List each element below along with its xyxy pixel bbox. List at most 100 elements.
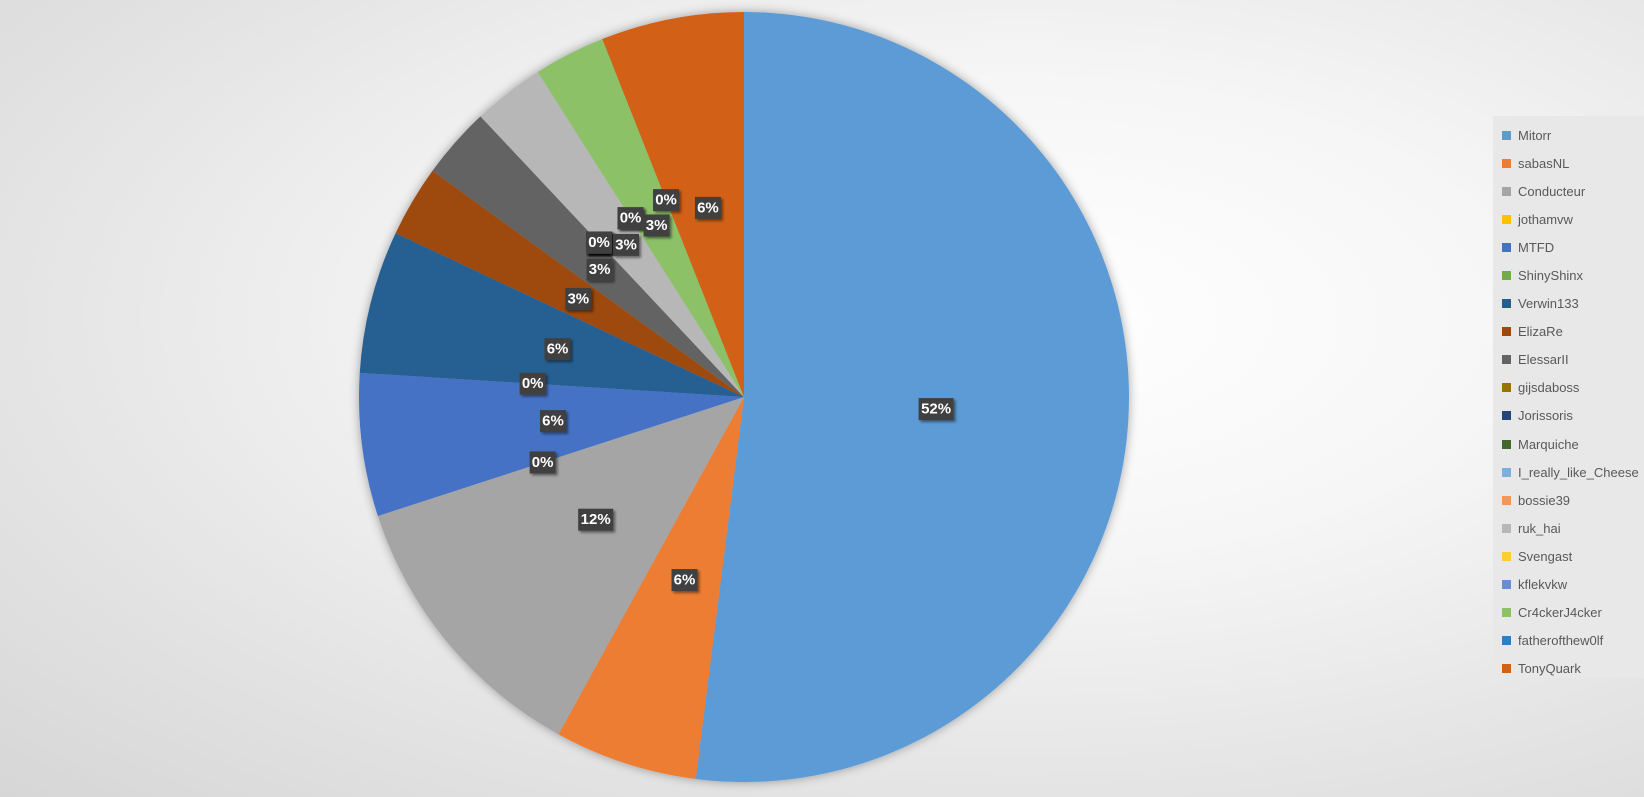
legend-swatch (1502, 214, 1511, 224)
data-label-bossie39: 0% (586, 231, 613, 254)
pie-slice-mtfd (358, 372, 744, 516)
data-label-text: 12% (581, 511, 611, 528)
data-label-text: 0% (532, 454, 554, 471)
data-label-text: 0% (620, 210, 642, 227)
legend-label: ruk_hai (1518, 520, 1561, 536)
legend-item-kflekvkw: kflekvkw (1493, 571, 1644, 599)
legend-label: ShinyShinx (1518, 268, 1584, 284)
data-label-text: 3% (589, 261, 611, 278)
legend-label: Svengast (1518, 548, 1573, 564)
legend-item-tonyquark: TonyQuark (1493, 655, 1644, 683)
legend-item-jothamvw: jothamvw (1493, 205, 1644, 233)
legend-label: Conducteur (1518, 183, 1586, 199)
pie-slices (358, 11, 1129, 782)
legend-swatch (1502, 383, 1511, 393)
legend-swatch (1502, 439, 1511, 449)
legend-swatch (1502, 355, 1511, 365)
legend-label: ElizaRe (1518, 324, 1563, 340)
data-label-mitorr: 52% (918, 398, 954, 421)
legend-item-i-really-like-cheese: I_really_like_Cheese (1493, 458, 1644, 486)
pie-slice-verwin133 (359, 233, 744, 397)
data-label-cr4ckerj4cker: 3% (643, 214, 670, 237)
data-label-box (565, 288, 592, 311)
legend-swatch (1502, 551, 1511, 561)
legend-swatch (1502, 242, 1511, 252)
legend-swatch (1502, 580, 1511, 590)
data-label-text: 6% (547, 341, 569, 358)
data-label-box (918, 398, 954, 421)
data-label-box (617, 207, 644, 230)
data-label-text: 6% (542, 413, 564, 430)
data-label-fatherofthew0lf: 0% (653, 189, 680, 212)
legend-swatch (1502, 299, 1511, 309)
pie-slice-sabasnl (558, 397, 744, 779)
legend-item-gijsdaboss: gijsdaboss (1493, 374, 1644, 402)
data-label-box (586, 231, 613, 254)
data-label-box (613, 233, 640, 256)
legend-item-mtfd: MTFD (1493, 233, 1644, 261)
data-label-elizare: 3% (565, 288, 592, 311)
legend-item-marquiche: Marquiche (1493, 430, 1644, 458)
data-label-text: 52% (921, 401, 951, 418)
legend-swatch (1502, 467, 1511, 477)
legend-label: Verwin133 (1518, 296, 1579, 312)
data-label-box (529, 451, 556, 474)
legend-item-elessarii: ElessarII (1493, 346, 1644, 374)
data-label-shinyshinx: 0% (519, 372, 546, 395)
data-label-box (586, 258, 613, 281)
legend-label: MTFD (1518, 239, 1555, 255)
pie-slice-mitorr (695, 12, 1129, 782)
legend-label: kflekvkw (1518, 577, 1568, 593)
legend-label: Cr4ckerJ4cker (1518, 605, 1602, 621)
legend-item-verwin133: Verwin133 (1493, 290, 1644, 318)
data-label-ruk-hai: 3% (613, 233, 640, 256)
legend-swatch (1502, 523, 1511, 533)
data-label-box (519, 372, 546, 395)
data-label-box (653, 189, 680, 212)
legend-swatch (1502, 411, 1511, 421)
data-label-tonyquark: 6% (694, 196, 721, 219)
legend-label: bossie39 (1518, 492, 1571, 508)
data-label-box (643, 214, 670, 237)
legend-label: jothamvw (1518, 211, 1573, 227)
pie-slice-ruk-hai (480, 71, 744, 397)
data-label-text: 0% (588, 234, 610, 251)
legend-label: gijsdaboss (1518, 380, 1580, 396)
legend-swatch (1502, 271, 1511, 281)
legend-item-fatherofthew0lf: fatherofthew0lf (1493, 627, 1644, 655)
pie-slice-conducteur (377, 397, 744, 735)
data-label-box (671, 569, 698, 592)
legend-item-bossie39: bossie39 (1493, 486, 1644, 514)
legend-label: Mitorr (1518, 127, 1552, 143)
pie-slice-elessarii (432, 116, 744, 397)
legend-label: Marquiche (1518, 436, 1579, 452)
legend-swatch (1502, 186, 1511, 196)
legend-label: Jorissoris (1518, 408, 1573, 424)
legend-swatch (1502, 495, 1511, 505)
data-label-kflekvkw: 0% (617, 207, 644, 230)
legend-item-cr4ckerj4cker: Cr4ckerJ4cker (1493, 599, 1644, 627)
legend-swatch (1502, 327, 1511, 337)
legend: Mitorr sabasNL Conducteur jothamvw MTFD Shiny… (1493, 116, 1644, 678)
data-label-elessarii: 3% (586, 258, 613, 281)
data-label-box (694, 196, 721, 219)
data-label-box (544, 338, 571, 361)
pie-slice-elizare (395, 170, 744, 397)
legend-label: ElessarII (1518, 352, 1569, 368)
data-label-text: 6% (674, 572, 696, 589)
legend-item-jorissoris: Jorissoris (1493, 402, 1644, 430)
data-label-jothamvw: 0% (529, 451, 556, 474)
data-label-text: 3% (646, 217, 668, 234)
data-label-conducteur: 12% (578, 508, 614, 531)
data-label-mtfd: 6% (540, 410, 567, 433)
legend-swatch (1502, 158, 1511, 168)
data-label-text: 6% (697, 199, 719, 216)
legend-item-ruk-hai: ruk_hai (1493, 514, 1644, 542)
legend-label: sabasNL (1518, 155, 1570, 171)
legend-item-mitorr: Mitorr (1493, 121, 1644, 149)
data-label-box (578, 508, 614, 531)
data-label-verwin133: 6% (544, 338, 571, 361)
legend-item-shinyshinx: ShinyShinx (1493, 261, 1644, 289)
